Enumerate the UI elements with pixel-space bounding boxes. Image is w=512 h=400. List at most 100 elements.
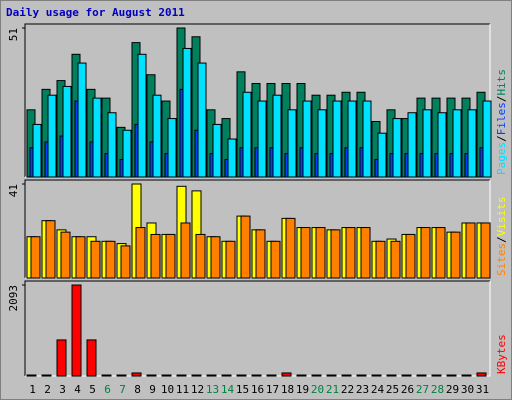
bar [407,112,417,178]
bar [135,227,146,279]
x-tick-label: 6 [104,383,111,396]
bar [360,227,371,279]
bar [315,227,326,279]
bar [332,100,342,178]
bar [255,229,266,279]
y-tick-label: 51 [7,28,20,41]
bar [161,374,172,377]
bar [300,227,311,279]
x-tick-label: 29 [446,383,459,396]
bar [371,374,382,377]
panel-border [24,179,490,278]
y-tick-label: 41 [7,184,20,197]
x-tick-label: 9 [149,383,156,396]
bar [150,233,161,279]
bar [152,94,162,178]
x-tick-label: 2 [44,383,51,396]
bar [30,236,41,279]
bar [401,374,412,377]
bar [101,374,112,377]
legend: Pages/Files/Hits [495,69,508,175]
bar [210,236,221,279]
bar [62,85,72,178]
bar [251,374,262,377]
legend-entry: Files [495,102,508,135]
bar [107,112,117,178]
bar [422,109,432,178]
panel-border [24,23,490,177]
bar [437,112,447,178]
bar [176,374,187,377]
bar [416,374,427,377]
bar [480,222,491,279]
bar [116,374,127,377]
bar [326,374,337,377]
bar [90,240,101,279]
bar [197,62,207,178]
x-tick-label: 26 [401,383,414,396]
bar [390,240,401,279]
bar [240,215,251,279]
x-tick-label: 16 [251,383,264,396]
x-tick-label: 20 [311,383,324,396]
bar [236,374,247,377]
bar [167,118,177,178]
bar [392,118,402,178]
bar [26,374,37,377]
bar [467,109,477,178]
bar [32,123,42,178]
x-tick-label: 23 [356,383,369,396]
bar [375,240,386,279]
bar [206,374,217,377]
chart-title: Daily usage for August 2011 [6,6,185,19]
bar [47,94,57,178]
bar [446,374,457,377]
legend-entry: Pages [495,142,508,175]
x-tick-label: 7 [119,383,126,396]
bar [122,129,132,178]
bar [362,100,372,178]
bar [281,372,292,377]
bar [137,53,147,178]
x-tick-label: 11 [176,383,189,396]
bar [56,339,67,377]
bar [420,227,431,279]
legend-entry: Visits [495,197,508,237]
bar [377,132,387,178]
x-tick-label: 14 [221,383,235,396]
legend-separator: / [495,135,508,142]
x-tick-label: 28 [431,383,444,396]
x-tick-label: 17 [266,383,279,396]
bar [75,236,86,279]
bar [435,227,446,279]
bar [191,374,202,377]
bar [482,100,492,178]
bar [257,100,267,178]
x-tick-label: 4 [74,383,81,396]
bar [465,222,476,279]
bar [146,374,157,377]
x-tick-label: 30 [461,383,474,396]
x-tick-label: 1 [29,383,36,396]
x-tick-label: 21 [326,383,339,396]
bar [461,374,472,377]
x-tick-label: 10 [161,383,174,396]
bar [450,231,461,279]
bar [105,240,116,279]
bar [221,374,232,377]
bar [227,138,237,178]
panel [25,281,490,376]
bar [242,91,252,178]
x-tick-label: 19 [296,383,309,396]
bar [431,374,442,377]
legend-entry: Sites [495,243,508,276]
bar [131,372,142,377]
bar [86,339,97,377]
bar [225,240,236,279]
panel-border [24,280,490,376]
y-tick-label: 2093 [7,285,20,312]
x-tick-label: 3 [59,383,66,396]
bar [296,374,307,377]
x-tick-label: 12 [191,383,204,396]
